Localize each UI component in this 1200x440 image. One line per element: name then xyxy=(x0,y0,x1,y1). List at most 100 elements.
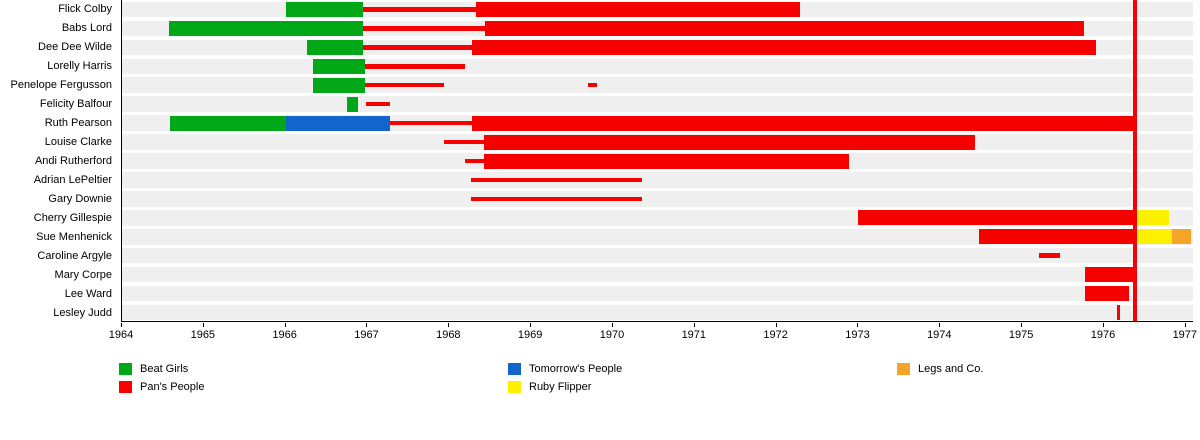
segment-lorelly-harris-beat-girls xyxy=(313,58,366,74)
row-band-penelope-fergusson xyxy=(122,77,1193,93)
x-tick-label-1964: 1964 xyxy=(108,329,134,341)
segment-mary-corpe-pans-people xyxy=(1085,267,1136,283)
x-tick-1969 xyxy=(530,323,532,327)
segment-sue-menhenick-ruby-flipper xyxy=(1135,229,1172,245)
legend-label-tomorrows-people: Tomorrow's People xyxy=(529,363,623,375)
segment-babs-lord-beat-girls xyxy=(169,20,364,36)
member-label-felicity-balfour: Felicity Balfour xyxy=(39,98,112,111)
member-label-andi-rutherford: Andi Rutherford xyxy=(34,155,112,167)
member-label-flick-colby: Flick Colby xyxy=(58,3,112,16)
x-tick-label-1965: 1965 xyxy=(190,329,216,341)
x-tick-label-1972: 1972 xyxy=(763,329,788,341)
x-tick-label-1974: 1974 xyxy=(927,329,952,341)
x-tick-label-1967: 1967 xyxy=(354,329,379,341)
segment-andi-rutherford-pans-people xyxy=(483,153,849,169)
segment-penelope-fergusson-pans-people xyxy=(588,82,598,88)
row-band-adrian-lepeltier xyxy=(122,172,1193,188)
legend-label-ruby-flipper: Ruby Flipper xyxy=(529,381,592,393)
segment-cherry-gillespie-ruby-flipper xyxy=(1135,210,1170,226)
x-tick-label-1971: 1971 xyxy=(681,329,707,341)
x-tick-label-1976: 1976 xyxy=(1090,329,1116,341)
legend-label-legs-and-co: Legs and Co. xyxy=(918,363,984,375)
segment-cherry-gillespie-pans-people xyxy=(858,210,1136,226)
segment-felicity-balfour-pans-people xyxy=(365,101,391,107)
plot-area xyxy=(121,0,1193,322)
segment-felicity-balfour-beat-girls xyxy=(347,96,358,112)
segment-lesley-judd-pans-people xyxy=(1117,305,1121,321)
member-label-caroline-argyle: Caroline Argyle xyxy=(37,249,112,262)
segment-penelope-fergusson-pans-people xyxy=(365,82,445,88)
segment-ruth-pearson-pans-people xyxy=(472,115,1136,131)
row-band-lee-ward xyxy=(122,285,1193,302)
segment-flick-colby-pans-people xyxy=(475,1,801,17)
x-tick-1964 xyxy=(121,323,122,327)
x-tick-1973 xyxy=(857,323,859,327)
x-tick-label-1975: 1975 xyxy=(1008,329,1034,341)
x-tick-label-1973: 1973 xyxy=(845,329,870,341)
member-label-lee-ward: Lee Ward xyxy=(64,287,112,300)
x-tick-1970 xyxy=(611,323,613,327)
member-label-lesley-judd: Lesley Judd xyxy=(53,306,112,319)
legend-label-pans-people: Pan's People xyxy=(140,381,205,393)
legend-swatch-pans-people xyxy=(119,381,132,393)
row-band-gary-downie xyxy=(122,191,1193,207)
x-tick-label-1977: 1977 xyxy=(1172,329,1198,341)
member-label-sue-menhenick: Sue Menhenick xyxy=(36,230,112,243)
segment-ruth-pearson-tomorrows-people xyxy=(285,115,391,131)
segment-sue-menhenick-pans-people xyxy=(978,229,1136,245)
x-tick-1975 xyxy=(1021,323,1023,327)
segment-flick-colby-beat-girls xyxy=(285,1,364,17)
member-label-gary-downie: Gary Downie xyxy=(48,192,112,205)
x-tick-1972 xyxy=(775,323,777,327)
member-label-babs-lord: Babs Lord xyxy=(61,22,112,35)
segment-flick-colby-pans-people xyxy=(363,7,476,12)
x-tick-1968 xyxy=(448,323,450,327)
segment-penelope-fergusson-beat-girls xyxy=(313,77,366,93)
segment-gary-downie-pans-people xyxy=(470,196,643,202)
x-tick-label-1969: 1969 xyxy=(517,329,543,341)
row-band-caroline-argyle xyxy=(122,247,1193,264)
segment-adrian-lepeltier-pans-people xyxy=(470,177,643,183)
segment-caroline-argyle-pans-people xyxy=(1038,253,1060,258)
x-tick-1976 xyxy=(1102,323,1104,327)
x-tick-1977 xyxy=(1184,323,1186,327)
segment-lee-ward-pans-people xyxy=(1085,286,1130,302)
member-label-lorelly-harris: Lorelly Harris xyxy=(47,60,112,73)
segment-babs-lord-pans-people xyxy=(363,26,486,31)
row-band-mary-corpe xyxy=(122,266,1193,283)
x-tick-1971 xyxy=(693,323,695,327)
legend-swatch-legs-and-co xyxy=(897,363,910,375)
row-band-sue-menhenick xyxy=(122,229,1193,245)
legend-swatch-ruby-flipper xyxy=(508,381,521,393)
legend-swatch-beat-girls xyxy=(119,363,132,375)
x-tick-1974 xyxy=(939,323,941,327)
member-label-adrian-lepeltier: Adrian LePeltier xyxy=(33,173,112,186)
legend-label-beat-girls: Beat Girls xyxy=(140,363,189,375)
member-label-penelope-fergusson: Penelope Fergusson xyxy=(10,79,112,92)
segment-dee-dee-wilde-pans-people xyxy=(363,45,473,50)
segment-ruth-pearson-pans-people xyxy=(390,120,473,126)
x-tick-1967 xyxy=(366,323,368,327)
row-band-lorelly-harris xyxy=(122,58,1193,75)
member-label-dee-dee-wilde: Dee Dee Wilde xyxy=(38,41,112,54)
x-tick-label-1968: 1968 xyxy=(436,329,461,341)
member-label-cherry-gillespie: Cherry Gillespie xyxy=(33,211,112,224)
event-marker-line xyxy=(1133,0,1138,321)
x-tick-1965 xyxy=(202,323,204,327)
segment-louise-clarke-pans-people xyxy=(483,134,975,150)
segment-ruth-pearson-beat-girls xyxy=(170,115,286,131)
segment-louise-clarke-pans-people xyxy=(443,139,484,145)
row-band-lesley-judd xyxy=(122,304,1193,321)
x-tick-1966 xyxy=(284,323,286,327)
x-tick-label-1966: 1966 xyxy=(272,329,297,341)
member-label-louise-clarke: Louise Clarke xyxy=(44,136,112,149)
member-label-ruth-pearson: Ruth Pearson xyxy=(44,117,112,130)
segment-babs-lord-pans-people xyxy=(485,20,1085,36)
segment-andi-rutherford-pans-people xyxy=(464,158,484,164)
segment-lorelly-harris-pans-people xyxy=(365,64,465,69)
legend-swatch-tomorrows-people xyxy=(508,363,521,375)
x-tick-label-1970: 1970 xyxy=(599,329,625,341)
member-label-mary-corpe: Mary Corpe xyxy=(54,268,112,281)
row-band-felicity-balfour xyxy=(122,96,1193,112)
